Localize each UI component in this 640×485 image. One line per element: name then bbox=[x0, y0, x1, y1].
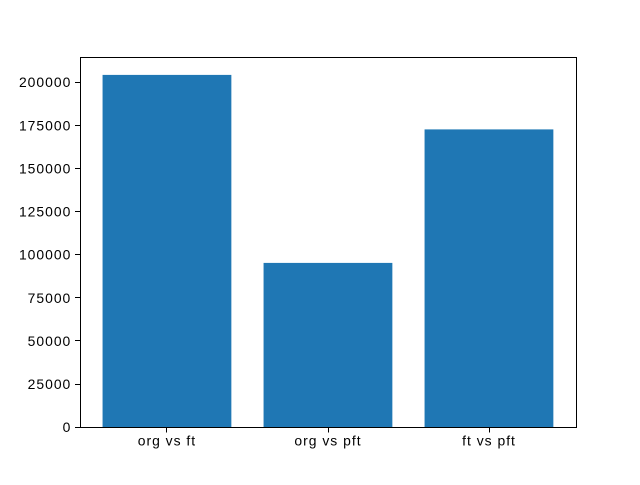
svg-text:0: 0 bbox=[63, 419, 72, 435]
svg-text:150000: 150000 bbox=[19, 160, 71, 176]
svg-text:200000: 200000 bbox=[19, 74, 71, 90]
svg-text:25000: 25000 bbox=[28, 376, 72, 392]
svg-text:org vs ft: org vs ft bbox=[138, 433, 196, 449]
svg-text:ft vs pft: ft vs pft bbox=[462, 433, 516, 449]
svg-text:50000: 50000 bbox=[28, 333, 72, 349]
svg-text:100000: 100000 bbox=[19, 247, 71, 263]
svg-text:175000: 175000 bbox=[19, 117, 71, 133]
svg-text:125000: 125000 bbox=[19, 204, 71, 220]
svg-text:org vs pft: org vs pft bbox=[294, 433, 361, 449]
svg-text:75000: 75000 bbox=[28, 290, 72, 306]
